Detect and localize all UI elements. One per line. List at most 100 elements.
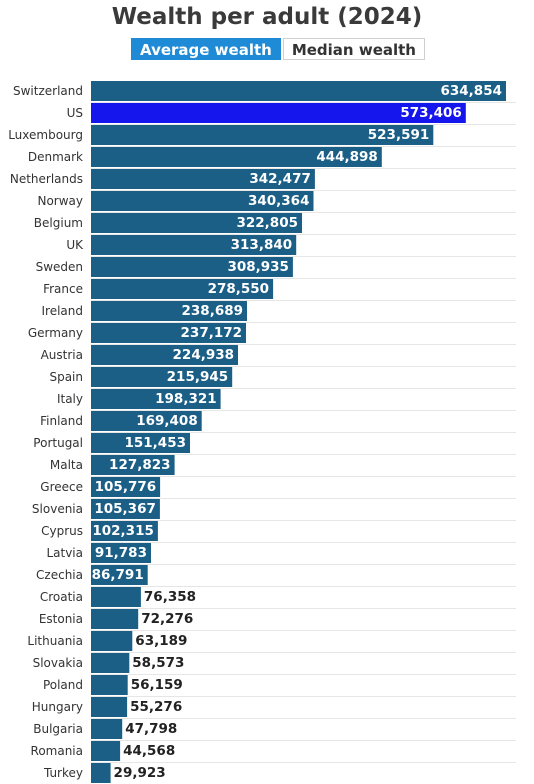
bar-uk[interactable] bbox=[91, 235, 297, 255]
category-label: Norway bbox=[37, 194, 83, 208]
value-label: 238,689 bbox=[182, 303, 244, 319]
category-label: Germany bbox=[28, 326, 83, 340]
bar-austria[interactable] bbox=[91, 345, 238, 365]
value-label: 58,573 bbox=[132, 655, 184, 671]
value-label: 237,172 bbox=[181, 325, 243, 341]
category-label: Romania bbox=[31, 744, 83, 758]
value-label: 29,923 bbox=[114, 765, 166, 781]
bar-germany[interactable] bbox=[91, 323, 246, 343]
value-label: 105,776 bbox=[95, 479, 157, 495]
value-label: 308,935 bbox=[227, 259, 289, 275]
bar-lithuania[interactable] bbox=[91, 631, 133, 651]
value-label: 444,898 bbox=[316, 149, 378, 165]
value-label: 127,823 bbox=[109, 457, 171, 473]
median-wealth-button[interactable]: Median wealth bbox=[282, 38, 425, 60]
category-label: Austria bbox=[41, 348, 83, 362]
value-label: 55,276 bbox=[130, 699, 182, 715]
category-label: Finland bbox=[40, 414, 83, 428]
bar-france[interactable] bbox=[91, 279, 274, 299]
value-label: 169,408 bbox=[136, 413, 198, 429]
value-label: 72,276 bbox=[141, 611, 193, 627]
bar-turkey[interactable] bbox=[91, 763, 111, 783]
value-label: 278,550 bbox=[208, 281, 270, 297]
category-label: Slovenia bbox=[32, 502, 83, 516]
category-label: Latvia bbox=[46, 546, 83, 560]
category-label: Switzerland bbox=[13, 84, 83, 98]
value-label: 198,321 bbox=[155, 391, 217, 407]
value-label: 91,783 bbox=[95, 545, 147, 561]
bar-croatia[interactable] bbox=[91, 587, 141, 607]
value-label: 102,315 bbox=[92, 523, 154, 539]
category-label: Cyprus bbox=[41, 524, 83, 538]
bar-italy[interactable] bbox=[91, 389, 221, 409]
value-label: 523,591 bbox=[368, 127, 430, 143]
metric-toggle: Average wealth Median wealth bbox=[131, 38, 425, 60]
value-label: 313,840 bbox=[231, 237, 293, 253]
category-label: Slovakia bbox=[33, 656, 83, 670]
bar-netherlands[interactable] bbox=[91, 169, 315, 189]
average-wealth-button[interactable]: Average wealth bbox=[131, 38, 281, 60]
value-label: 322,805 bbox=[237, 215, 299, 231]
category-label: Ireland bbox=[41, 304, 83, 318]
bar-us[interactable] bbox=[91, 103, 466, 123]
bar-switzerland[interactable] bbox=[91, 81, 506, 101]
bar-romania[interactable] bbox=[91, 741, 121, 761]
value-label: 76,358 bbox=[144, 589, 196, 605]
category-label: Sweden bbox=[36, 260, 83, 274]
bar-luxembourg[interactable] bbox=[91, 125, 434, 145]
value-label: 47,798 bbox=[125, 721, 177, 737]
bar-finland[interactable] bbox=[91, 411, 202, 431]
category-label: Belgium bbox=[34, 216, 83, 230]
bar-slovenia[interactable] bbox=[91, 499, 160, 519]
category-label: Denmark bbox=[28, 150, 83, 164]
category-label: Turkey bbox=[43, 766, 83, 780]
value-label: 56,159 bbox=[131, 677, 183, 693]
category-label: Croatia bbox=[40, 590, 83, 604]
bar-bulgaria[interactable] bbox=[91, 719, 123, 739]
category-label: Luxembourg bbox=[8, 128, 83, 142]
category-label: Estonia bbox=[39, 612, 83, 626]
value-label: 215,945 bbox=[167, 369, 229, 385]
bar-estonia[interactable] bbox=[91, 609, 139, 629]
bar-norway[interactable] bbox=[91, 191, 314, 211]
category-label: France bbox=[43, 282, 83, 296]
bar-spain[interactable] bbox=[91, 367, 233, 387]
category-label: US bbox=[67, 106, 83, 120]
category-label: Greece bbox=[40, 480, 83, 494]
value-label: 86,791 bbox=[92, 567, 144, 583]
category-label: Portugal bbox=[33, 436, 83, 450]
bar-slovakia[interactable] bbox=[91, 653, 130, 673]
bar-ireland[interactable] bbox=[91, 301, 247, 321]
bar-belgium[interactable] bbox=[91, 213, 302, 233]
category-label: Hungary bbox=[32, 700, 83, 714]
category-label: Bulgaria bbox=[33, 722, 83, 736]
value-label: 342,477 bbox=[249, 171, 311, 187]
value-label: 63,189 bbox=[135, 633, 187, 649]
bar-czechia[interactable] bbox=[91, 565, 148, 585]
chart-title: Wealth per adult (2024) bbox=[111, 4, 423, 30]
bar-portugal[interactable] bbox=[91, 433, 190, 453]
category-label: Czechia bbox=[36, 568, 83, 582]
bar-denmark[interactable] bbox=[91, 147, 382, 167]
category-label: Italy bbox=[57, 392, 83, 406]
value-label: 634,854 bbox=[441, 83, 503, 99]
bar-greece[interactable] bbox=[91, 477, 161, 497]
category-label: Spain bbox=[49, 370, 83, 384]
category-label: Lithuania bbox=[27, 634, 83, 648]
value-label: 151,453 bbox=[125, 435, 187, 451]
value-label: 105,367 bbox=[94, 501, 156, 517]
category-label: Netherlands bbox=[10, 172, 83, 186]
category-label: Malta bbox=[50, 458, 83, 472]
bar-sweden[interactable] bbox=[91, 257, 293, 277]
bar-cyprus[interactable] bbox=[91, 521, 158, 541]
value-label: 340,364 bbox=[248, 193, 310, 209]
category-label: Poland bbox=[43, 678, 83, 692]
bar-poland[interactable] bbox=[91, 675, 128, 695]
value-label: 573,406 bbox=[400, 105, 462, 121]
value-label: 44,568 bbox=[123, 743, 175, 759]
value-label: 224,938 bbox=[173, 347, 235, 363]
bar-hungary[interactable] bbox=[91, 697, 128, 717]
bar-latvia[interactable] bbox=[91, 543, 151, 563]
bar-malta[interactable] bbox=[91, 455, 175, 475]
